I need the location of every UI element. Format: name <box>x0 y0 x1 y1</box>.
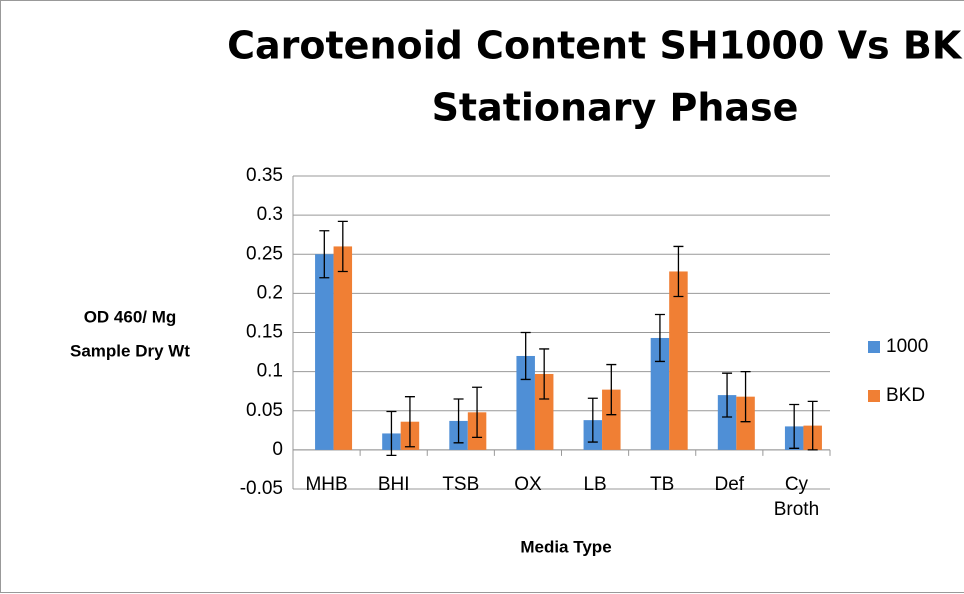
y-tick-label: 0.05 <box>246 400 283 421</box>
bar <box>650 337 670 450</box>
y-tick-label: -0.05 <box>240 478 283 499</box>
y-tick-label: 0 <box>272 439 283 460</box>
x-axis-label: Media Type <box>520 537 611 556</box>
x-tick-label: Def <box>715 474 745 495</box>
x-tick-label: LB <box>583 474 606 495</box>
y-axis-label: OD 460/ Mg <box>84 307 177 326</box>
chart-title: Carotenoid Content SH1000 Vs BKD <box>227 24 964 68</box>
x-tick-label: TSB <box>442 474 479 495</box>
error-bar <box>740 370 751 423</box>
bar <box>669 271 688 450</box>
y-axis-label: Sample Dry Wt <box>70 341 190 360</box>
legend-swatch <box>868 390 880 402</box>
error-bar <box>654 313 665 363</box>
y-tick-label: 0.2 <box>257 282 283 303</box>
x-tick-label: OX <box>514 474 542 495</box>
error-bar <box>539 348 550 400</box>
y-tick-label: 0.3 <box>257 204 283 225</box>
error-bar <box>722 372 733 418</box>
bar <box>736 396 755 450</box>
error-bar <box>520 331 531 381</box>
error-bar <box>587 397 598 443</box>
error-bar <box>453 398 464 444</box>
legend-label: 1000 <box>886 336 928 357</box>
error-bar <box>319 230 330 279</box>
bar <box>534 373 554 450</box>
legend-label: BKD <box>886 385 925 406</box>
legend-swatch <box>868 341 880 353</box>
error-bar <box>789 403 800 449</box>
y-tick-label: 0.25 <box>246 243 283 264</box>
error-bar <box>807 400 818 451</box>
error-bar <box>673 245 684 298</box>
error-bar <box>386 410 397 457</box>
error-bar <box>606 363 617 416</box>
bar <box>602 389 621 450</box>
error-bar <box>337 220 348 273</box>
error-bar <box>472 386 483 439</box>
x-tick-label: Cy Broth <box>774 474 819 520</box>
x-tick-label: TB <box>650 474 674 495</box>
x-tick-label: MHB <box>305 474 347 495</box>
chart-title: Stationary Phase <box>432 86 799 130</box>
y-tick-label: 0.35 <box>246 165 283 186</box>
x-tick-label: BHI <box>378 474 410 495</box>
error-bar <box>404 396 415 448</box>
y-tick-label: 0.1 <box>257 361 283 382</box>
bar <box>315 254 334 450</box>
y-tick-label: 0.15 <box>246 322 283 343</box>
bar <box>333 246 353 450</box>
bar <box>717 395 737 450</box>
